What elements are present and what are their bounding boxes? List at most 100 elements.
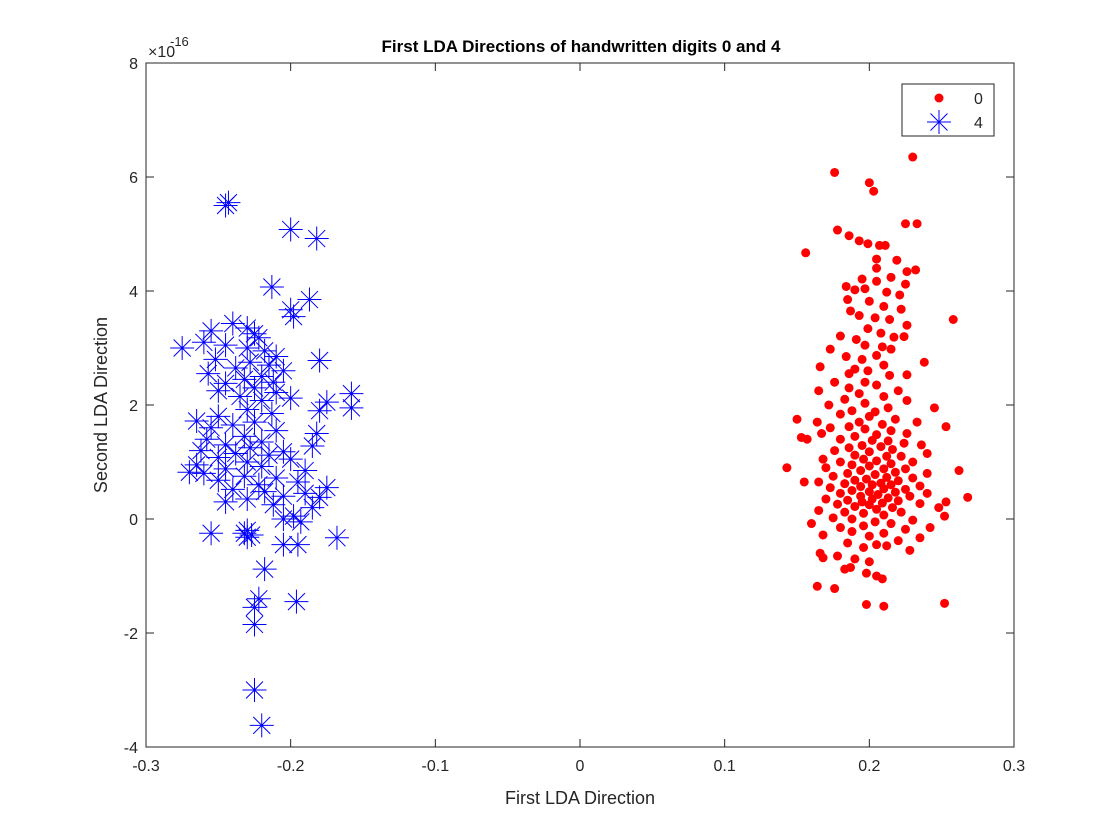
data-point-asterisk [339,395,364,420]
data-point [882,287,892,297]
data-point-asterisk [235,316,260,341]
data-point [847,514,857,524]
data-point [870,313,880,323]
data-point [879,484,889,494]
data-point [835,457,845,467]
data-point-asterisk [213,432,238,457]
data-point [877,419,887,429]
data-point [847,527,857,537]
data-point-asterisk [242,595,267,620]
data-point-asterisk [223,355,248,380]
data-point [825,423,835,433]
data-point [883,403,893,413]
data-point [864,487,874,497]
data-point-asterisk [278,447,303,472]
data-point-asterisk [206,378,231,403]
data-point [833,551,843,561]
data-point [854,389,864,399]
data-point [922,468,932,478]
x-tick-label: 0.3 [1003,758,1025,775]
data-point [886,426,896,436]
data-point [859,454,869,464]
data-point-asterisk [264,380,289,405]
data-point [882,472,892,482]
data-point [886,519,896,529]
data-point [799,477,809,487]
data-point [843,538,853,548]
data-point-asterisk [199,521,224,546]
data-point [818,553,828,563]
data-point [812,417,822,427]
data-point-asterisk [278,297,303,322]
data-point [821,463,831,473]
data-point-asterisk [304,226,329,251]
data-point [843,295,853,305]
data-point-asterisk [177,460,202,485]
data-point-asterisk [246,586,271,611]
data-point [872,380,882,390]
data-point [818,530,828,540]
legend-label: 0 [974,91,983,108]
data-point [830,377,840,387]
data-point-asterisk [285,469,310,494]
plot-area [170,152,973,738]
data-point-asterisk [246,472,271,497]
data-point [948,315,958,324]
data-point [815,362,825,372]
data-point [857,274,867,284]
series-4 [170,190,364,738]
data-point [905,545,915,555]
data-point-asterisk [213,456,238,481]
data-point [893,496,903,506]
y-exponent-base: ×10 [148,44,175,61]
data-point [902,267,912,277]
data-point-asterisk [213,333,238,358]
data-point [916,440,926,450]
data-point-asterisk [261,370,286,395]
data-point-asterisk [242,612,267,637]
data-point-asterisk [281,304,306,329]
data-point [940,598,950,608]
data-point [886,480,896,490]
data-point-asterisk [314,475,339,500]
data-point [850,554,860,564]
data-point-asterisk [232,367,257,392]
data-point-asterisk [288,509,313,534]
data-point [835,523,845,533]
data-point [872,540,882,550]
data-point [882,541,892,551]
data-point [885,370,895,380]
data-point [850,501,860,511]
data-point [802,434,812,444]
data-point [896,507,906,517]
x-tick-label: -0.1 [422,758,450,775]
data-point [908,515,918,525]
data-point [908,473,918,483]
data-point [872,254,882,264]
data-point [824,400,834,410]
data-point-asterisk [206,404,231,429]
data-point [893,536,903,546]
x-tick-label: -0.2 [277,758,305,775]
data-point [864,296,874,306]
x-tick-label: 0.2 [858,758,880,775]
data-point [847,486,857,495]
data-point-asterisk [249,454,274,479]
data-point-asterisk [264,344,289,369]
data-point [890,414,900,424]
data-point-asterisk [206,445,231,470]
data-point [857,440,867,450]
x-tick-label: 0.1 [714,758,736,775]
data-point-asterisk [271,507,296,531]
y-axis-label: Second LDA Direction [91,317,111,493]
data-point [877,342,887,352]
data-point [925,523,935,533]
data-point [863,239,873,249]
data-point [901,524,910,534]
data-point [869,186,879,196]
data-point-asterisk [297,287,322,312]
legend-label: 4 [974,115,983,132]
data-point [817,429,827,438]
data-point [902,429,912,438]
